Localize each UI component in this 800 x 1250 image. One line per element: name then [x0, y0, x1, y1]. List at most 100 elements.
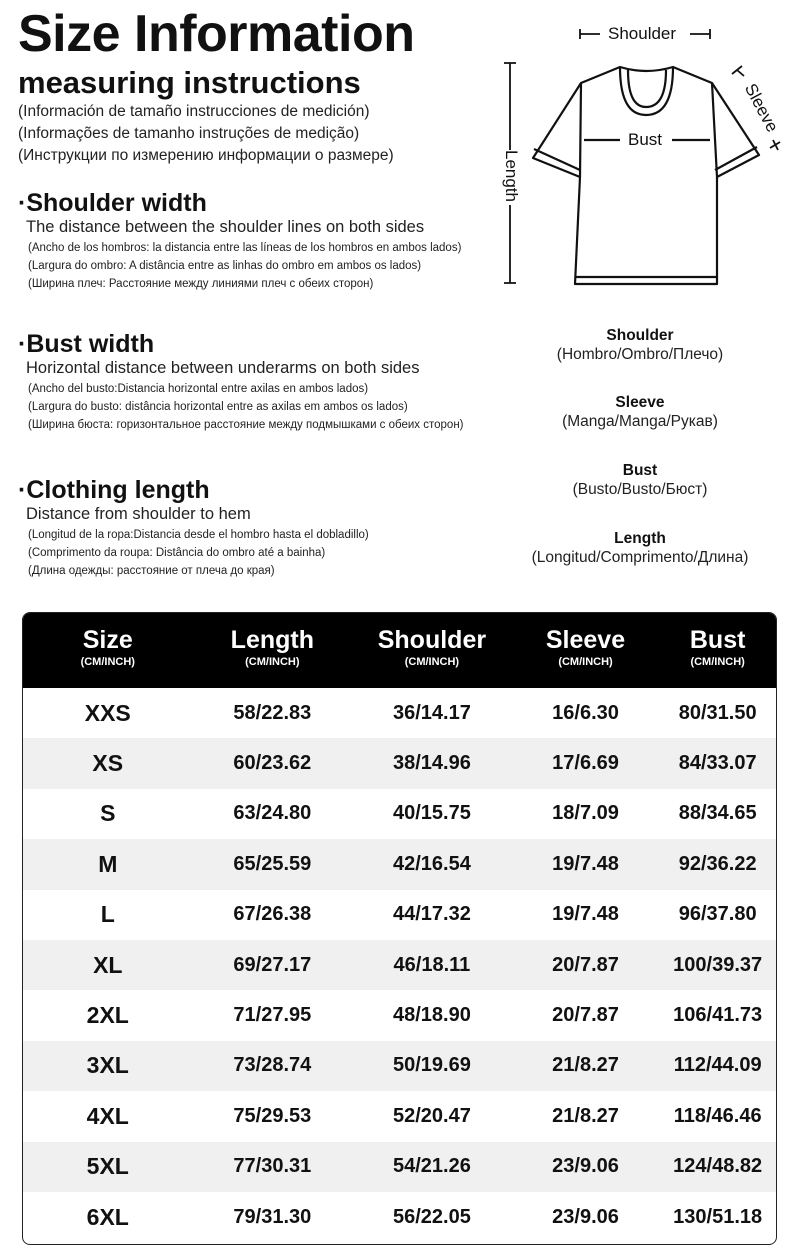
measurement-cell: 71/27.95	[233, 1004, 312, 1027]
section-translation-ru: (Длина одежды: расстояние от плеча до кр…	[28, 565, 275, 577]
legend-translation: (Manga/Manga/Рукав)	[562, 413, 718, 430]
table-row: 6XL 79/31.30 56/22.05 23/9.06 130/51.18	[23, 1192, 776, 1242]
measurement-cell: 21/8.27	[552, 1054, 619, 1077]
measurement-cell: 17/6.69	[552, 752, 619, 775]
table-row: 4XL 75/29.53 52/20.47 21/8.27 118/46.46	[23, 1091, 776, 1141]
section-clothing-length: ·Clothing length Distance from shoulder …	[18, 476, 468, 578]
legend-shoulder: Shoulder (Hombro/Ombro/Плечо)	[500, 326, 780, 364]
table-row: S 63/24.80 40/15.75 18/7.09 88/34.65	[23, 789, 776, 839]
table-row: M 65/25.59 42/16.54 19/7.48 92/36.22	[23, 839, 776, 890]
size-cell: XS	[92, 750, 124, 777]
measurement-cell: 23/9.06	[552, 1155, 619, 1178]
measurement-cell: 96/37.80	[678, 903, 757, 926]
measurement-cell: 60/23.62	[233, 752, 312, 775]
column-label: Sleeve	[545, 626, 626, 654]
column-unit: (CM/INCH)	[690, 656, 745, 668]
column-label: Size	[82, 626, 133, 654]
measurement-cell: 73/28.74	[233, 1054, 312, 1077]
section-title: ·Clothing length	[18, 476, 210, 504]
diagram-shoulder-label: Shoulder	[608, 24, 677, 43]
column-unit: (CM/INCH)	[245, 656, 300, 668]
column-header-shoulder: Shoulder (CM/INCH)	[352, 613, 512, 688]
page-title: Size Information	[18, 5, 415, 63]
measurement-cell: 118/46.46	[673, 1104, 762, 1127]
table-row: 3XL 73/28.74 50/19.69 21/8.27 112/44.09	[23, 1040, 776, 1092]
legend-term: Bust	[622, 462, 658, 479]
size-cell: 5XL	[86, 1153, 129, 1180]
measurement-cell: 18/7.09	[552, 802, 619, 825]
measurement-cell: 65/25.59	[233, 852, 312, 875]
column-unit: (CM/INCH)	[558, 656, 613, 668]
subtitle-translation-pt: (Informações de tamanho instruções de me…	[18, 125, 360, 142]
measurement-cell: 63/24.80	[233, 802, 312, 825]
measurement-cell: 46/18.11	[393, 953, 471, 976]
measurement-cell: 21/8.27	[552, 1104, 619, 1127]
section-translation-es: (Ancho del busto:Distancia horizontal en…	[28, 383, 369, 395]
measurement-cell: 130/51.18	[673, 1205, 763, 1228]
section-translation-es: (Ancho de los hombros: la distancia entr…	[28, 242, 462, 254]
legend-translation: (Hombro/Ombro/Плечо)	[556, 346, 724, 363]
section-title: ·Shoulder width	[18, 189, 207, 217]
measurement-cell: 20/7.87	[552, 953, 619, 976]
size-cell: XXS	[84, 699, 131, 726]
legend-length: Length (Longitud/Comprimento/Длина)	[500, 529, 780, 567]
measurement-cell: 67/26.38	[233, 903, 312, 926]
measurement-cell: 112/44.09	[673, 1054, 762, 1077]
size-cell: 6XL	[86, 1203, 129, 1230]
column-header-size: Size (CM/INCH)	[23, 613, 193, 688]
size-cell: M	[98, 850, 118, 877]
measurement-cell: 79/31.30	[233, 1205, 312, 1228]
legend-bust: Bust (Busto/Busto/Бюст)	[500, 461, 780, 499]
table-row: 5XL 77/30.31 54/21.26 23/9.06 124/48.82	[23, 1141, 776, 1192]
section-bust-width: ·Bust width Horizontal distance between …	[18, 330, 468, 432]
size-cell: 3XL	[86, 1052, 129, 1079]
measurement-cell: 124/48.82	[673, 1155, 763, 1178]
measurement-cell: 36/14.17	[392, 701, 471, 724]
measurement-cell: 19/7.48	[552, 852, 619, 875]
section-title: ·Bust width	[18, 330, 155, 358]
legend-translation: (Busto/Busto/Бюст)	[572, 481, 708, 498]
section-translation-ru: (Ширина плеч: Расстояние между линиями п…	[28, 278, 374, 290]
measurement-cell: 44/17.32	[392, 903, 471, 926]
column-label: Length	[230, 626, 314, 654]
measurement-cell: 42/16.54	[392, 852, 471, 875]
measurement-cell: 58/22.83	[233, 701, 312, 724]
measurement-cell: 80/31.50	[678, 701, 757, 724]
diagram-length-label: Length	[502, 150, 521, 202]
section-translation-es: (Longitud de la ropa:Distancia desde el …	[28, 529, 369, 541]
measurement-cell: 19/7.48	[552, 903, 619, 926]
measurement-cell: 88/34.65	[678, 802, 757, 825]
section-translation-pt: (Largura do busto: distância horizontal …	[28, 401, 408, 413]
page-subtitle: measuring instructions	[18, 65, 361, 100]
measurement-cell: 20/7.87	[552, 1004, 619, 1027]
measurement-cell: 54/21.26	[392, 1155, 471, 1178]
section-description: Horizontal distance between underarms on…	[26, 359, 420, 377]
measurement-cell: 56/22.05	[392, 1205, 471, 1228]
size-cell: XL	[93, 951, 123, 978]
measurement-cell: 50/19.69	[392, 1054, 471, 1077]
measurement-cell: 92/36.22	[678, 852, 757, 875]
table-row: XL 69/27.17 46/18.11 20/7.87 100/39.37	[23, 939, 776, 991]
size-cell: 2XL	[86, 1002, 129, 1029]
column-label: Shoulder	[377, 626, 487, 654]
section-description: The distance between the shoulder lines …	[26, 218, 425, 236]
measurement-cell: 69/27.17	[233, 953, 312, 976]
table-header: Size (CM/INCH) Length (CM/INCH) Shoulder (CM/…	[23, 613, 776, 688]
column-unit: (CM/INCH)	[80, 656, 135, 668]
measurement-cell: 75/29.53	[233, 1104, 312, 1127]
table-row: XXS 58/22.83 36/14.17 16/6.30 80/31.50	[23, 688, 776, 738]
size-cell: L	[100, 901, 115, 928]
subtitle-translation-es: (Información de tamaño instrucciones de …	[18, 103, 370, 120]
legend-sleeve: Sleeve (Manga/Manga/Рукав)	[500, 393, 780, 431]
measurement-cell: 40/15.75	[392, 802, 471, 825]
size-cell: S	[100, 800, 116, 827]
table-row: 2XL 71/27.95 48/18.90 20/7.87 106/41.73	[23, 990, 776, 1040]
section-translation-pt: (Largura do ombro: A distância entre as …	[28, 260, 422, 272]
table-row: XS 60/23.62 38/14.96 17/6.69 84/33.07	[23, 738, 776, 789]
column-header-bust: Bust (CM/INCH)	[659, 613, 776, 688]
measurement-cell: 16/6.30	[552, 701, 619, 724]
section-description: Distance from shoulder to hem	[26, 505, 251, 523]
t-shirt-icon	[504, 29, 781, 286]
measurement-cell: 77/30.31	[233, 1155, 312, 1178]
column-label: Bust	[689, 626, 746, 654]
